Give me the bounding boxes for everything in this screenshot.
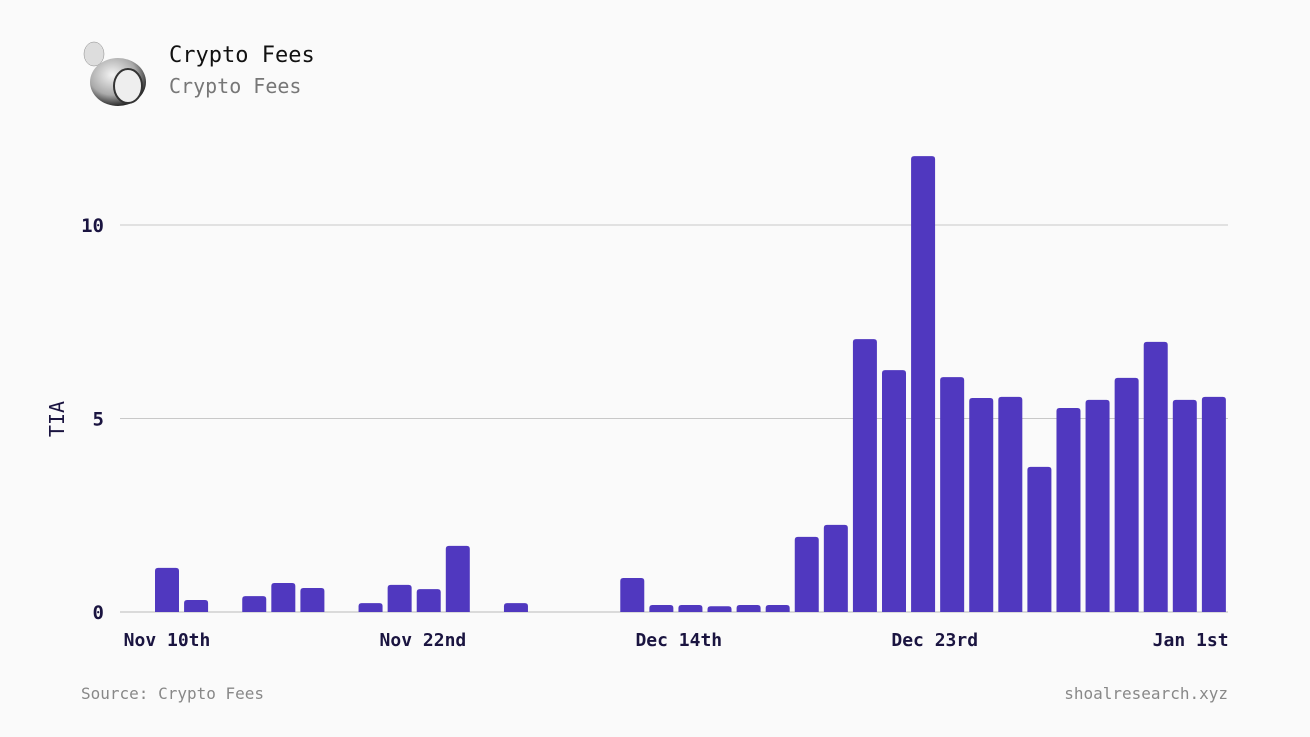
y-tick-label: 0 xyxy=(93,602,104,624)
bar xyxy=(1085,399,1110,612)
bar xyxy=(358,603,383,612)
x-tick-label: Nov 22nd xyxy=(380,630,467,651)
bar xyxy=(620,577,645,612)
bar xyxy=(242,596,267,612)
y-tick-label: 10 xyxy=(81,215,104,237)
chart-subtitle: Crypto Fees xyxy=(169,74,302,98)
bar xyxy=(1114,377,1139,612)
bar xyxy=(1143,341,1168,612)
source-note: Source: Crypto Fees xyxy=(81,684,265,703)
bar xyxy=(707,606,732,612)
bar xyxy=(911,156,936,612)
bar xyxy=(765,605,790,612)
bar xyxy=(503,603,528,612)
bar xyxy=(998,396,1023,612)
x-tick-label: Nov 10th xyxy=(124,630,211,651)
bar xyxy=(1027,466,1052,612)
bar xyxy=(852,339,877,612)
x-tick-label: Jan 1st xyxy=(1153,630,1229,651)
bar xyxy=(969,397,994,612)
bar xyxy=(1056,408,1081,612)
bar xyxy=(387,584,412,612)
bar xyxy=(678,605,703,612)
bar xyxy=(649,605,674,612)
bar xyxy=(271,582,296,612)
bar xyxy=(155,567,179,612)
bar xyxy=(736,605,761,612)
bar xyxy=(445,545,470,612)
bar xyxy=(823,524,848,612)
bar xyxy=(184,600,209,612)
bar xyxy=(300,588,325,612)
bar xyxy=(416,589,441,612)
x-tick-label: Dec 23rd xyxy=(891,630,978,651)
shell-logo-icon xyxy=(80,40,148,108)
bar xyxy=(882,370,906,612)
chart-title: Crypto Fees xyxy=(169,43,315,68)
bar xyxy=(794,536,819,612)
y-axis-label: TIA xyxy=(45,401,69,437)
x-tick-label: Dec 14th xyxy=(635,630,722,651)
bar xyxy=(940,377,965,612)
bar xyxy=(1172,399,1197,612)
site-link[interactable]: shoalresearch.xyz xyxy=(1064,684,1228,703)
bar xyxy=(1201,396,1226,612)
y-tick-label: 5 xyxy=(93,409,104,431)
